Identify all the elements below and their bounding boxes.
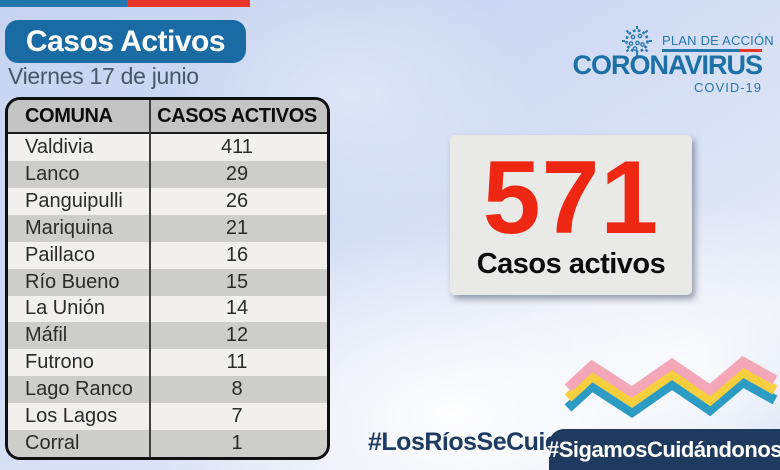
- table-header-casos: CASOS ACTIVOS: [157, 104, 317, 127]
- casos-cell: 15: [225, 270, 249, 293]
- date-label: Viernes 17 de junio: [8, 63, 199, 89]
- comuna-cell: Lago Ranco: [25, 378, 133, 401]
- flag-strip-red: [127, 0, 250, 7]
- covid19-label: COVID-19: [694, 80, 762, 95]
- comuna-cell: Mariquina: [25, 216, 113, 239]
- casos-cell: 21: [225, 216, 249, 239]
- plan-underline: [662, 49, 762, 52]
- casos-cell: 12: [225, 324, 249, 347]
- comuna-cell: Panguipulli: [25, 189, 123, 212]
- comuna-cell: Corral: [25, 432, 80, 455]
- flag-strip-blue: [0, 0, 127, 7]
- plan-de-accion-label: PLAN DE ACCIÓN: [662, 33, 774, 48]
- page-title: Casos Activos: [5, 20, 246, 63]
- casos-cell: 14: [225, 297, 249, 320]
- table-row: Valdivia 411: [8, 134, 327, 161]
- table-header-comuna: COMUNA: [25, 104, 113, 127]
- page-title-text: Casos Activos: [25, 24, 226, 58]
- hashtag-sigamos-box: #SigamosCuidándonos: [547, 429, 780, 470]
- table-row: Paillaco 16: [8, 241, 327, 269]
- comuna-cell: Los Lagos: [25, 405, 118, 428]
- casos-cell: 1: [231, 432, 243, 455]
- comuna-cell: Río Bueno: [25, 270, 120, 293]
- casos-cell: 7: [231, 405, 243, 428]
- comuna-cell: Paillaco: [25, 243, 96, 266]
- cases-table: COMUNA CASOS ACTIVOS Valdivia 411 Lanco 29…: [5, 97, 330, 460]
- table-row: Máfil 12: [8, 322, 327, 350]
- table-column-divider: [149, 100, 151, 457]
- table-row: Lago Ranco 8: [8, 376, 327, 404]
- casos-cell: 26: [225, 189, 249, 212]
- table-row: Corral 1: [8, 430, 327, 457]
- table-row: Lanco 29: [8, 160, 327, 188]
- total-cases-value: 571: [482, 139, 660, 256]
- total-cases-label: Casos activos: [476, 248, 666, 281]
- table-row: Panguipulli 26: [8, 187, 327, 215]
- total-cases-card: 571 Casos activos: [450, 135, 692, 295]
- hashtag-losrios: #LosRíosSeCuida: [368, 428, 574, 456]
- table-row: Mariquina 21: [8, 214, 327, 242]
- table-row: Los Lagos 7: [8, 403, 327, 431]
- casos-cell: 29: [225, 162, 249, 185]
- casos-cell: 8: [231, 378, 243, 401]
- table-row: La Unión 14: [8, 295, 327, 323]
- table-row: Futrono 11: [8, 349, 327, 377]
- casos-cell: 16: [225, 243, 249, 266]
- casos-cell: 11: [226, 351, 248, 374]
- comuna-cell: Valdivia: [25, 135, 94, 158]
- zigzag-ribbon: [564, 356, 778, 419]
- hashtag-sigamos-text: #SigamosCuidándonos: [547, 436, 780, 462]
- comuna-cell: La Unión: [25, 297, 106, 320]
- virus-icon: [622, 26, 652, 56]
- comuna-cell: Máfil: [25, 324, 68, 347]
- coronavirus-plan-logo: PLAN DE ACCIÓN CORONAVIRUS COVID-19: [560, 20, 774, 95]
- table-row: Río Bueno 15: [8, 268, 327, 296]
- comuna-cell: Lanco: [25, 162, 80, 185]
- comuna-cell: Futrono: [25, 351, 94, 374]
- table-header-row: COMUNA CASOS ACTIVOS: [8, 100, 327, 134]
- casos-cell: 411: [221, 135, 253, 158]
- coronavirus-wordmark: CORONAVIRUS: [572, 50, 763, 80]
